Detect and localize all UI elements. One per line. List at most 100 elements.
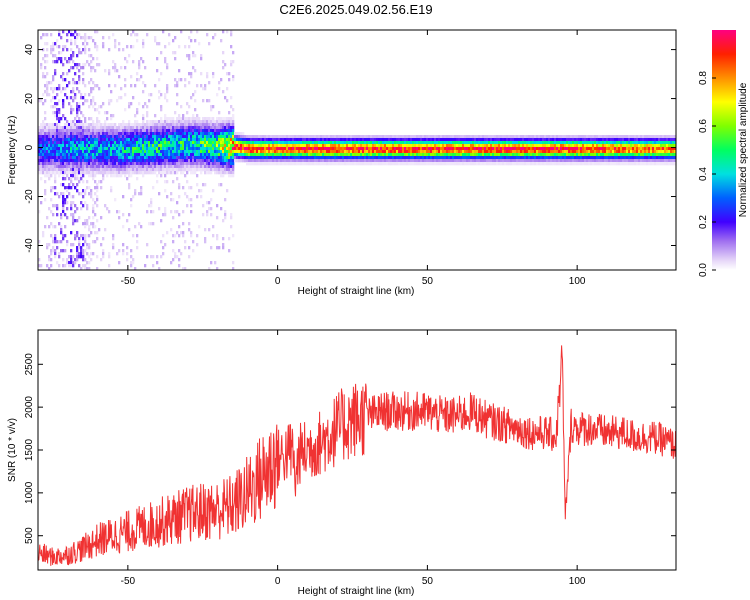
heatmap-cell: [86, 186, 89, 190]
heatmap-cell: [558, 156, 561, 160]
heatmap-cell: [190, 96, 193, 100]
heatmap-cell: [646, 153, 649, 157]
heatmap-cell: [96, 126, 99, 130]
heatmap-cell: [94, 30, 97, 34]
heatmap-cell: [64, 132, 67, 136]
heatmap-cell: [68, 183, 71, 187]
heatmap-cell: [358, 153, 361, 157]
heatmap-cell: [382, 135, 385, 139]
heatmap-cell: [438, 144, 441, 148]
heatmap-cell: [76, 234, 79, 238]
heatmap-cell: [116, 126, 119, 130]
heatmap-cell: [202, 183, 205, 187]
heatmap-cell: [48, 177, 51, 181]
heatmap-cell: [572, 159, 575, 163]
heatmap-cell: [444, 147, 447, 151]
heatmap-cell: [492, 162, 495, 166]
heatmap-cell: [202, 165, 205, 169]
heatmap-cell: [170, 171, 173, 175]
heatmap-cell: [642, 150, 645, 154]
heatmap-cell: [560, 153, 563, 157]
heatmap-cell: [270, 153, 273, 157]
heatmap-cell: [202, 156, 205, 160]
heatmap-cell: [564, 153, 567, 157]
heatmap-cell: [312, 144, 315, 148]
heatmap-cell: [94, 135, 97, 139]
heatmap-cell: [132, 132, 135, 136]
heatmap-cell: [224, 213, 227, 217]
heatmap-cell: [642, 138, 645, 142]
heatmap-cell: [556, 156, 559, 160]
heatmap-cell: [54, 126, 57, 130]
heatmap-cell: [46, 216, 49, 220]
heatmap-cell: [50, 171, 53, 175]
heatmap-cell: [192, 165, 195, 169]
heatmap-cell: [350, 147, 353, 151]
heatmap-cell: [138, 156, 141, 160]
heatmap-cell: [126, 162, 129, 166]
heatmap-cell: [606, 153, 609, 157]
heatmap-cell: [180, 123, 183, 127]
heatmap-cell: [488, 153, 491, 157]
heatmap-cell: [168, 33, 171, 37]
heatmap-cell: [156, 147, 159, 151]
heatmap-cell: [88, 93, 91, 97]
heatmap-cell: [340, 141, 343, 145]
heatmap-cell: [232, 144, 235, 148]
heatmap-cell: [56, 153, 59, 157]
heatmap-cell: [212, 72, 215, 76]
heatmap-cell: [80, 177, 83, 181]
heatmap-cell: [178, 249, 181, 253]
heatmap-cell: [112, 243, 115, 247]
heatmap-cell: [384, 153, 387, 157]
heatmap-cell: [590, 138, 593, 142]
heatmap-cell: [94, 213, 97, 217]
heatmap-cell: [446, 144, 449, 148]
heatmap-cell: [478, 153, 481, 157]
heatmap-cell: [352, 147, 355, 151]
heatmap-cell: [554, 144, 557, 148]
heatmap-cell: [378, 144, 381, 148]
heatmap-cell: [532, 153, 535, 157]
heatmap-cell: [200, 189, 203, 193]
heatmap-cell: [288, 138, 291, 142]
heatmap-cell: [530, 141, 533, 145]
heatmap-cell: [188, 222, 191, 226]
heatmap-cell: [492, 141, 495, 145]
heatmap-cell: [256, 147, 259, 151]
heatmap-cell: [628, 150, 631, 154]
heatmap-cell: [564, 135, 567, 139]
heatmap-cell: [168, 165, 171, 169]
heatmap-cell: [184, 240, 187, 244]
heatmap-cell: [48, 174, 51, 178]
heatmap-cell: [52, 246, 55, 250]
heatmap-cell: [176, 141, 179, 145]
heatmap-cell: [146, 153, 149, 157]
heatmap-cell: [488, 150, 491, 154]
heatmap-cell: [60, 75, 63, 79]
heatmap-cell: [222, 120, 225, 124]
heatmap-cell: [184, 117, 187, 121]
heatmap-cell: [70, 138, 73, 142]
heatmap-cell: [476, 156, 479, 160]
heatmap-cell: [70, 261, 73, 265]
heatmap-cell: [208, 159, 211, 163]
heatmap-cell: [112, 171, 115, 175]
heatmap-cell: [570, 138, 573, 142]
heatmap-cell: [174, 36, 177, 40]
heatmap-cell: [178, 234, 181, 238]
heatmap-cell: [354, 159, 357, 163]
heatmap-cell: [96, 84, 99, 88]
heatmap-cell: [106, 135, 109, 139]
heatmap-cell: [650, 138, 653, 142]
heatmap-cell: [206, 132, 209, 136]
heatmap-cell: [188, 162, 191, 166]
heatmap-cell: [364, 150, 367, 154]
heatmap-cell: [88, 150, 91, 154]
heatmap-cell: [198, 123, 201, 127]
heatmap-cell: [214, 165, 217, 169]
heatmap-cell: [272, 162, 275, 166]
heatmap-cell: [588, 159, 591, 163]
heatmap-cell: [62, 258, 65, 262]
heatmap-cell: [226, 129, 229, 133]
